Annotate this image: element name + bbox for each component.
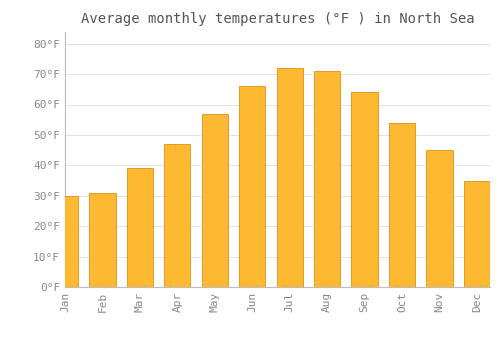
Bar [239, 86, 266, 287]
Bar [52, 196, 78, 287]
Bar [389, 123, 415, 287]
Bar [464, 181, 490, 287]
Bar [276, 68, 303, 287]
Bar [426, 150, 452, 287]
Bar [164, 144, 190, 287]
Bar [90, 193, 116, 287]
Bar [127, 168, 153, 287]
Bar [202, 114, 228, 287]
Bar [314, 71, 340, 287]
Title: Average monthly temperatures (°F ) in North Sea: Average monthly temperatures (°F ) in No… [80, 12, 474, 26]
Bar [352, 92, 378, 287]
